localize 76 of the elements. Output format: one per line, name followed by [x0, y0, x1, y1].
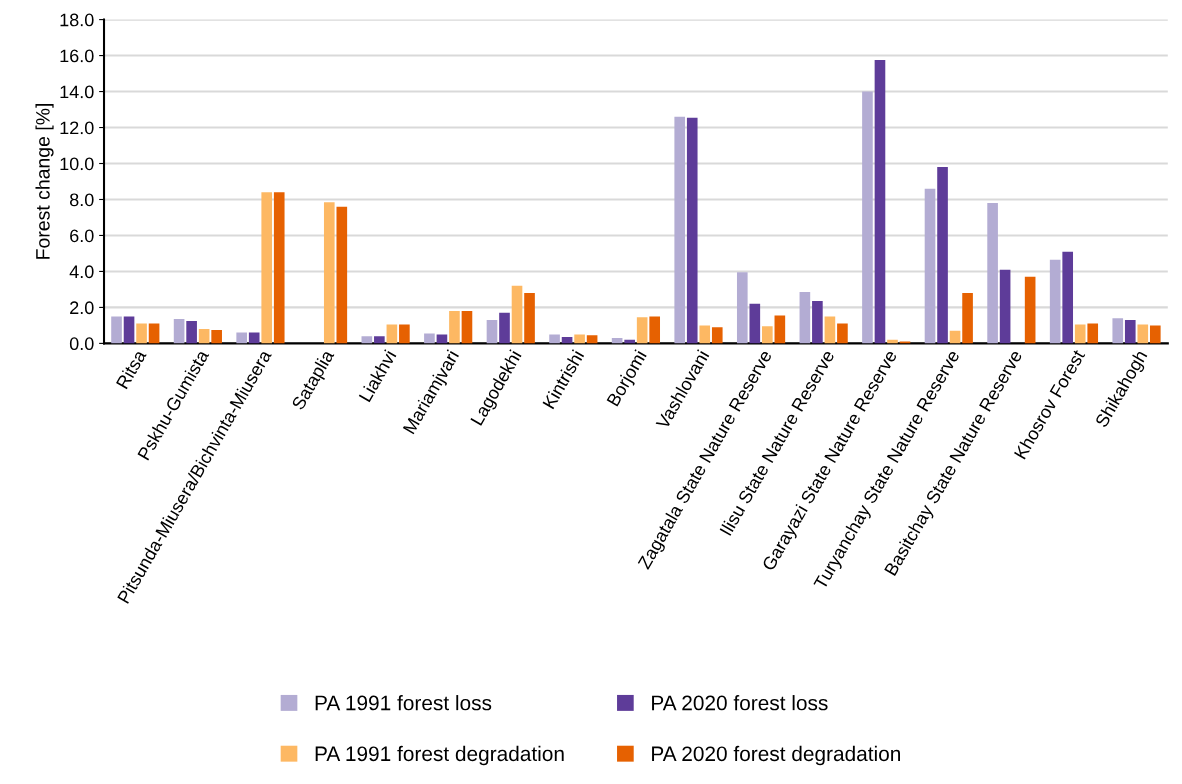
bar — [449, 311, 460, 344]
bar — [173, 319, 185, 344]
bar — [561, 337, 573, 344]
bar — [211, 329, 222, 344]
bar — [674, 116, 686, 344]
bar — [186, 320, 197, 344]
bar — [774, 315, 786, 344]
bar — [524, 293, 535, 344]
bar — [874, 60, 886, 344]
bar — [762, 326, 773, 344]
bar — [649, 316, 661, 344]
bar — [236, 332, 247, 344]
bar — [749, 303, 761, 344]
bar — [436, 334, 448, 344]
bar — [924, 188, 936, 344]
legend-label: PA 2020 forest loss — [652, 695, 828, 711]
bar — [711, 327, 723, 344]
y-tick-label: 4.0 — [69, 265, 94, 279]
bar — [248, 332, 260, 344]
y-tick-label: 16.0 — [60, 49, 94, 63]
y-tick-label: 0.0 — [69, 337, 94, 351]
bar — [261, 192, 273, 344]
bar — [374, 336, 385, 344]
bar — [1087, 323, 1099, 344]
legend-label: PA 1991 forest degradation — [315, 745, 564, 766]
legend-label: PA 2020 forest degradation — [652, 745, 900, 766]
bar — [148, 323, 160, 344]
bar — [1062, 251, 1074, 344]
bar — [987, 203, 998, 344]
bar — [574, 334, 585, 344]
bar — [486, 320, 498, 344]
bar — [424, 333, 435, 344]
bar — [999, 269, 1011, 344]
bar — [1074, 324, 1086, 344]
bar — [824, 316, 836, 344]
y-tick-label: 10.0 — [60, 157, 94, 171]
bar — [273, 192, 285, 344]
y-tick-label: 12.0 — [60, 121, 94, 135]
bar — [1049, 259, 1061, 344]
bar — [461, 311, 473, 344]
bar — [937, 167, 948, 344]
bar — [1149, 325, 1161, 344]
bar — [136, 323, 147, 344]
y-tick-label: 14.0 — [60, 85, 94, 99]
bar — [336, 206, 348, 344]
bar — [549, 334, 560, 344]
legend-label: PA 1991 forest loss — [315, 695, 492, 711]
bar — [586, 335, 598, 344]
bar — [511, 285, 523, 344]
bar — [361, 336, 373, 344]
bar — [1112, 318, 1124, 344]
y-axis-title: Forest change [%] — [35, 103, 54, 259]
bar — [198, 329, 210, 344]
bar — [123, 316, 135, 344]
bar — [323, 202, 335, 344]
bar — [111, 316, 122, 344]
bar — [399, 324, 410, 344]
y-tick-label: 2.0 — [70, 301, 94, 315]
bar — [386, 324, 398, 344]
bar — [962, 293, 973, 344]
bar — [1024, 276, 1036, 344]
bar — [686, 117, 698, 344]
bar — [699, 325, 711, 344]
bar — [636, 317, 648, 344]
bar — [949, 330, 961, 344]
bar — [499, 312, 510, 344]
bar — [736, 272, 748, 344]
y-tick-label: 8.0 — [69, 193, 94, 207]
bar — [862, 91, 873, 344]
y-tick-label: 6.0 — [70, 229, 94, 243]
bar — [812, 301, 823, 344]
bar — [799, 292, 811, 344]
bar — [837, 323, 848, 344]
bar — [1124, 320, 1136, 344]
y-tick-label: 18.0 — [60, 13, 94, 27]
bar — [1137, 324, 1149, 344]
